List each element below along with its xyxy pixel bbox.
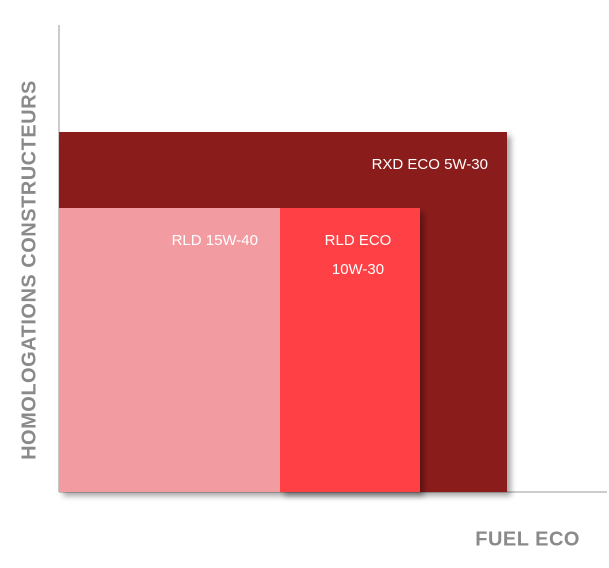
x-axis-label: FUEL ECO: [475, 528, 580, 550]
box-label: 10W-30: [332, 261, 384, 278]
box-label: RLD ECO: [325, 232, 392, 249]
rld-15w40-box: [59, 208, 280, 492]
box-label: RXD ECO 5W-30: [372, 156, 488, 173]
box-label: RLD 15W-40: [172, 232, 258, 249]
rld-eco-box: [280, 208, 420, 492]
y-axis-label: HOMOLOGATIONS CONSTRUCTEURS: [18, 80, 40, 460]
